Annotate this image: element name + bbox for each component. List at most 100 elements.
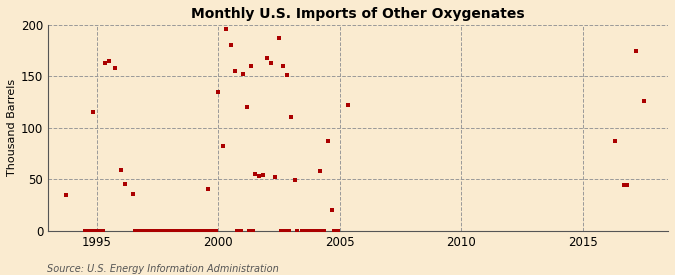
Point	[315, 169, 325, 174]
Point	[189, 229, 200, 233]
Point	[274, 36, 285, 40]
Point	[157, 229, 167, 233]
Point	[164, 229, 175, 233]
Point	[181, 229, 192, 233]
Point	[160, 229, 171, 233]
Point	[610, 139, 621, 144]
Point	[284, 229, 295, 233]
Point	[302, 229, 313, 233]
Point	[85, 229, 96, 233]
Point	[292, 229, 303, 233]
Point	[286, 114, 297, 119]
Point	[202, 186, 213, 191]
Point	[190, 229, 201, 233]
Point	[144, 229, 155, 233]
Point	[300, 229, 310, 233]
Point	[342, 103, 353, 108]
Point	[79, 229, 90, 233]
Point	[115, 168, 126, 172]
Point	[201, 229, 212, 233]
Point	[630, 48, 641, 53]
Point	[196, 229, 207, 233]
Point	[170, 229, 181, 233]
Point	[175, 229, 186, 233]
Point	[151, 229, 161, 233]
Point	[148, 229, 159, 233]
Point	[195, 229, 206, 233]
Point	[248, 229, 259, 233]
Point	[169, 229, 180, 233]
Point	[84, 229, 95, 233]
Point	[330, 229, 341, 233]
Point	[132, 229, 143, 233]
Text: Source: U.S. Energy Information Administration: Source: U.S. Energy Information Administ…	[47, 264, 279, 274]
Point	[109, 66, 120, 70]
Point	[318, 229, 329, 233]
Point	[310, 229, 321, 233]
Point	[103, 59, 114, 63]
Point	[230, 69, 240, 73]
Point	[178, 229, 189, 233]
Point	[333, 229, 344, 233]
Point	[138, 229, 149, 233]
Point	[146, 229, 157, 233]
Point	[176, 229, 187, 233]
Point	[296, 229, 307, 233]
Point	[184, 229, 195, 233]
Point	[130, 229, 140, 233]
Point	[236, 229, 246, 233]
Point	[281, 73, 292, 78]
Point	[329, 229, 340, 233]
Point	[211, 229, 222, 233]
Point	[199, 229, 210, 233]
Point	[262, 56, 273, 60]
Point	[87, 229, 98, 233]
Point	[269, 175, 280, 180]
Point	[207, 229, 218, 233]
Point	[134, 229, 144, 233]
Point	[250, 172, 261, 177]
Point	[152, 229, 163, 233]
Point	[233, 229, 244, 233]
Point	[238, 72, 248, 76]
Point	[166, 229, 177, 233]
Point	[278, 64, 289, 68]
Point	[154, 229, 165, 233]
Point	[142, 229, 153, 233]
Y-axis label: Thousand Barrels: Thousand Barrels	[7, 79, 17, 177]
Point	[128, 192, 138, 196]
Point	[205, 229, 216, 233]
Point	[93, 229, 104, 233]
Point	[622, 182, 633, 187]
Point	[90, 229, 101, 233]
Point	[217, 144, 228, 149]
Point	[275, 229, 286, 233]
Point	[87, 110, 98, 115]
Point	[183, 229, 194, 233]
Point	[136, 229, 146, 233]
Point	[91, 229, 102, 233]
Point	[172, 229, 183, 233]
Point	[61, 193, 72, 197]
Point	[323, 139, 333, 144]
Point	[193, 229, 204, 233]
Point	[96, 229, 107, 233]
Point	[317, 229, 327, 233]
Point	[308, 229, 319, 233]
Title: Monthly U.S. Imports of Other Oxygenates: Monthly U.S. Imports of Other Oxygenates	[191, 7, 525, 21]
Point	[163, 229, 173, 233]
Point	[242, 105, 252, 109]
Point	[304, 229, 315, 233]
Point	[244, 229, 254, 233]
Point	[81, 229, 92, 233]
Point	[245, 64, 256, 68]
Point	[266, 61, 277, 65]
Point	[280, 229, 291, 233]
Point	[306, 229, 317, 233]
Point	[290, 178, 301, 183]
Point	[213, 90, 224, 94]
Point	[225, 43, 236, 48]
Point	[209, 229, 219, 233]
Point	[99, 61, 110, 65]
Point	[327, 208, 338, 213]
